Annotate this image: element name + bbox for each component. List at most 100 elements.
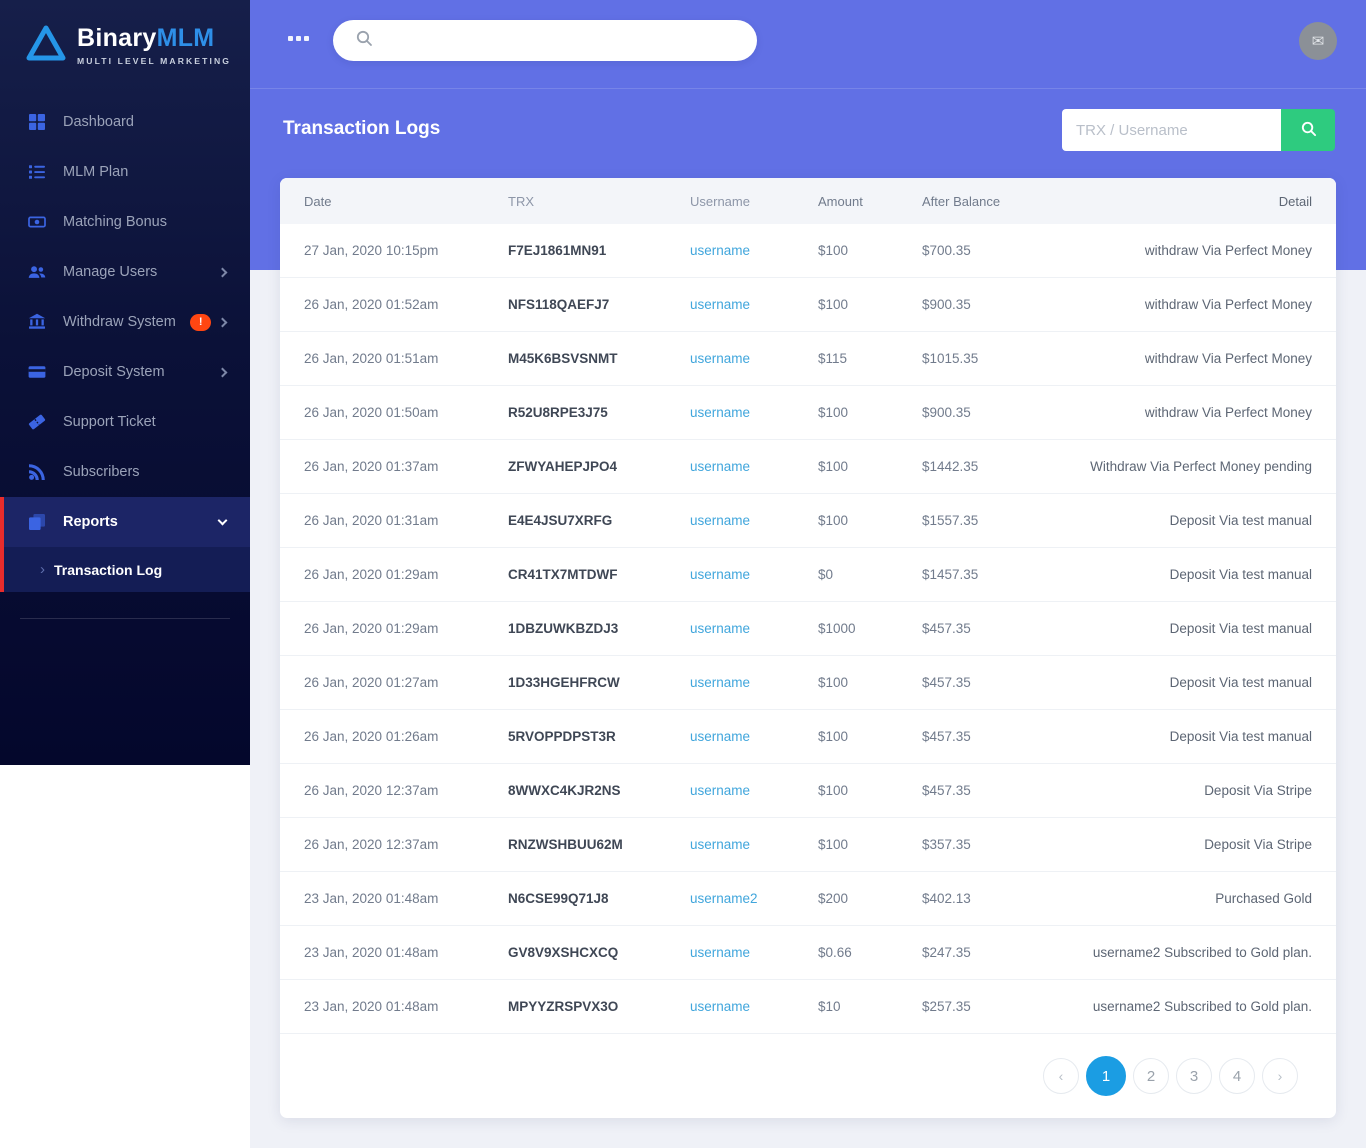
- cell-detail: Deposit Via test manual: [1169, 513, 1312, 528]
- global-search-input[interactable]: [373, 20, 757, 61]
- cell-trx: N6CSE99Q71J8: [508, 891, 609, 906]
- cell-detail: Deposit Via test manual: [1169, 729, 1312, 744]
- cell-amount: $100: [818, 459, 849, 474]
- cell-amount: $100: [818, 405, 849, 420]
- sidebar-item-withdraw-system[interactable]: Withdraw System!: [0, 297, 250, 347]
- cell-after-balance: $457.35: [922, 729, 971, 744]
- sidebar-item-mlm-plan[interactable]: MLM Plan: [0, 147, 250, 197]
- username-link[interactable]: username: [690, 729, 751, 744]
- users-icon: [28, 263, 46, 281]
- cell-date: 26 Jan, 2020 01:50am: [304, 405, 439, 420]
- sidebar-item-label: Dashboard: [63, 114, 134, 130]
- sidebar-item-matching-bonus[interactable]: Matching Bonus: [0, 197, 250, 247]
- cell-detail: Purchased Gold: [1215, 891, 1312, 906]
- sidebar-subitem-label: Transaction Log: [54, 561, 163, 578]
- bank-icon: [28, 313, 46, 331]
- cell-after-balance: $457.35: [922, 783, 971, 798]
- pagination-page-1[interactable]: 1: [1086, 1056, 1126, 1096]
- table-row: 26 Jan, 2020 01:52am NFS118QAEFJ7 userna…: [280, 278, 1336, 332]
- chevron-right-icon: [217, 367, 228, 377]
- cell-after-balance: $457.35: [922, 675, 971, 690]
- avatar[interactable]: ✉: [1299, 22, 1337, 60]
- sidebar-item-reports[interactable]: Reports: [0, 497, 250, 547]
- brand-triangle-logo-icon: [26, 24, 66, 67]
- sidebar: BinaryMLM MULTI LEVEL MARKETING Dashboar…: [0, 0, 250, 765]
- table-row: 26 Jan, 2020 01:51am M45K6BSVSNMT userna…: [280, 332, 1336, 386]
- sidebar-item-manage-users[interactable]: Manage Users: [0, 247, 250, 297]
- trx-search-input[interactable]: [1062, 109, 1281, 151]
- cell-username: username: [690, 837, 818, 852]
- menu-toggle[interactable]: [288, 36, 309, 41]
- chevron-right-icon: [217, 267, 228, 277]
- username-link[interactable]: username: [690, 351, 751, 366]
- cell-amount: $100: [818, 513, 849, 528]
- pagination-next-button[interactable]: ›: [1262, 1058, 1298, 1094]
- sidebar-item-deposit-system[interactable]: Deposit System: [0, 347, 250, 397]
- global-search: [333, 20, 757, 61]
- cell-username: username: [690, 675, 818, 690]
- cell-date: 26 Jan, 2020 01:26am: [304, 729, 439, 744]
- username-link[interactable]: username: [690, 567, 751, 582]
- table-header-row: Date TRX Username Amount After Balance D…: [280, 178, 1336, 224]
- pagination-page-4[interactable]: 4: [1219, 1058, 1255, 1094]
- pagination-page-2[interactable]: 2: [1133, 1058, 1169, 1094]
- username-link[interactable]: username: [690, 837, 751, 852]
- sidebar-item-subscribers[interactable]: Subscribers: [0, 447, 250, 497]
- cell-username: username: [690, 729, 818, 744]
- cell-trx: ZFWYAHEPJPO4: [508, 459, 618, 474]
- col-header-after-balance: After Balance: [922, 193, 1001, 209]
- cell-trx: E4E4JSU7XRFG: [508, 513, 613, 528]
- sidebar-item-label: Withdraw System: [63, 314, 176, 330]
- username-link[interactable]: username: [690, 621, 751, 636]
- username-link[interactable]: username: [690, 297, 751, 312]
- cell-username: username: [690, 297, 818, 312]
- username-link[interactable]: username: [690, 945, 751, 960]
- chevron-down-icon: [217, 515, 228, 525]
- table-body: 27 Jan, 2020 10:15pm F7EJ1861MN91 userna…: [280, 224, 1336, 1034]
- sidebar-item-dashboard[interactable]: Dashboard: [0, 97, 250, 147]
- topbar: ✉: [250, 0, 1366, 88]
- cell-trx: NFS118QAEFJ7: [508, 297, 610, 312]
- table-row: 26 Jan, 2020 01:26am 5RVOPPDPST3R userna…: [280, 710, 1336, 764]
- cell-after-balance: $1442.35: [922, 459, 979, 474]
- cell-amount: $100: [818, 243, 849, 258]
- username-link[interactable]: username: [690, 405, 751, 420]
- username-link[interactable]: username: [690, 459, 751, 474]
- cell-username: username: [690, 783, 818, 798]
- cell-username: username: [690, 459, 818, 474]
- trx-search: [1062, 109, 1335, 151]
- sidebar-item-support-ticket[interactable]: Support Ticket: [0, 397, 250, 447]
- cell-date: 23 Jan, 2020 01:48am: [304, 999, 439, 1014]
- cell-detail: Deposit Via test manual: [1169, 675, 1312, 690]
- pagination: ‹ 1 2 3 4 ›: [280, 1034, 1336, 1118]
- table-row: 23 Jan, 2020 01:48am MPYYZRSPVX3O userna…: [280, 980, 1336, 1034]
- ticket-icon: [28, 413, 46, 431]
- cell-after-balance: $402.13: [922, 891, 971, 906]
- username-link[interactable]: username2: [690, 891, 758, 906]
- cell-date: 26 Jan, 2020 01:31am: [304, 513, 439, 528]
- username-link[interactable]: username: [690, 513, 751, 528]
- cell-date: 26 Jan, 2020 12:37am: [304, 783, 439, 798]
- cell-date: 23 Jan, 2020 01:48am: [304, 945, 439, 960]
- username-link[interactable]: username: [690, 675, 751, 690]
- cell-detail: Deposit Via test manual: [1169, 567, 1312, 582]
- chevron-right-icon: [217, 317, 228, 327]
- cell-username: username: [690, 405, 818, 420]
- pagination-page-3[interactable]: 3: [1176, 1058, 1212, 1094]
- col-header-date: Date: [304, 193, 332, 209]
- pagination-prev-button[interactable]: ‹: [1043, 1058, 1079, 1094]
- copy-icon: [28, 513, 46, 531]
- main-area: ✉ Transaction Logs Date TRX Username Amo…: [250, 0, 1366, 1148]
- table-row: 26 Jan, 2020 01:29am CR41TX7MTDWF userna…: [280, 548, 1336, 602]
- trx-search-button[interactable]: [1281, 109, 1335, 151]
- sidebar-item-label: Manage Users: [63, 264, 158, 280]
- brand[interactable]: BinaryMLM MULTI LEVEL MARKETING: [0, 0, 250, 85]
- username-link[interactable]: username: [690, 243, 751, 258]
- username-link[interactable]: username: [690, 783, 751, 798]
- brand-tagline: MULTI LEVEL MARKETING: [77, 55, 232, 66]
- cell-after-balance: $257.35: [922, 999, 971, 1014]
- sidebar-subitem-transaction-log[interactable]: › Transaction Log: [0, 547, 250, 592]
- cell-amount: $1000: [818, 621, 856, 636]
- sidebar-divider: [20, 618, 230, 619]
- username-link[interactable]: username: [690, 999, 751, 1014]
